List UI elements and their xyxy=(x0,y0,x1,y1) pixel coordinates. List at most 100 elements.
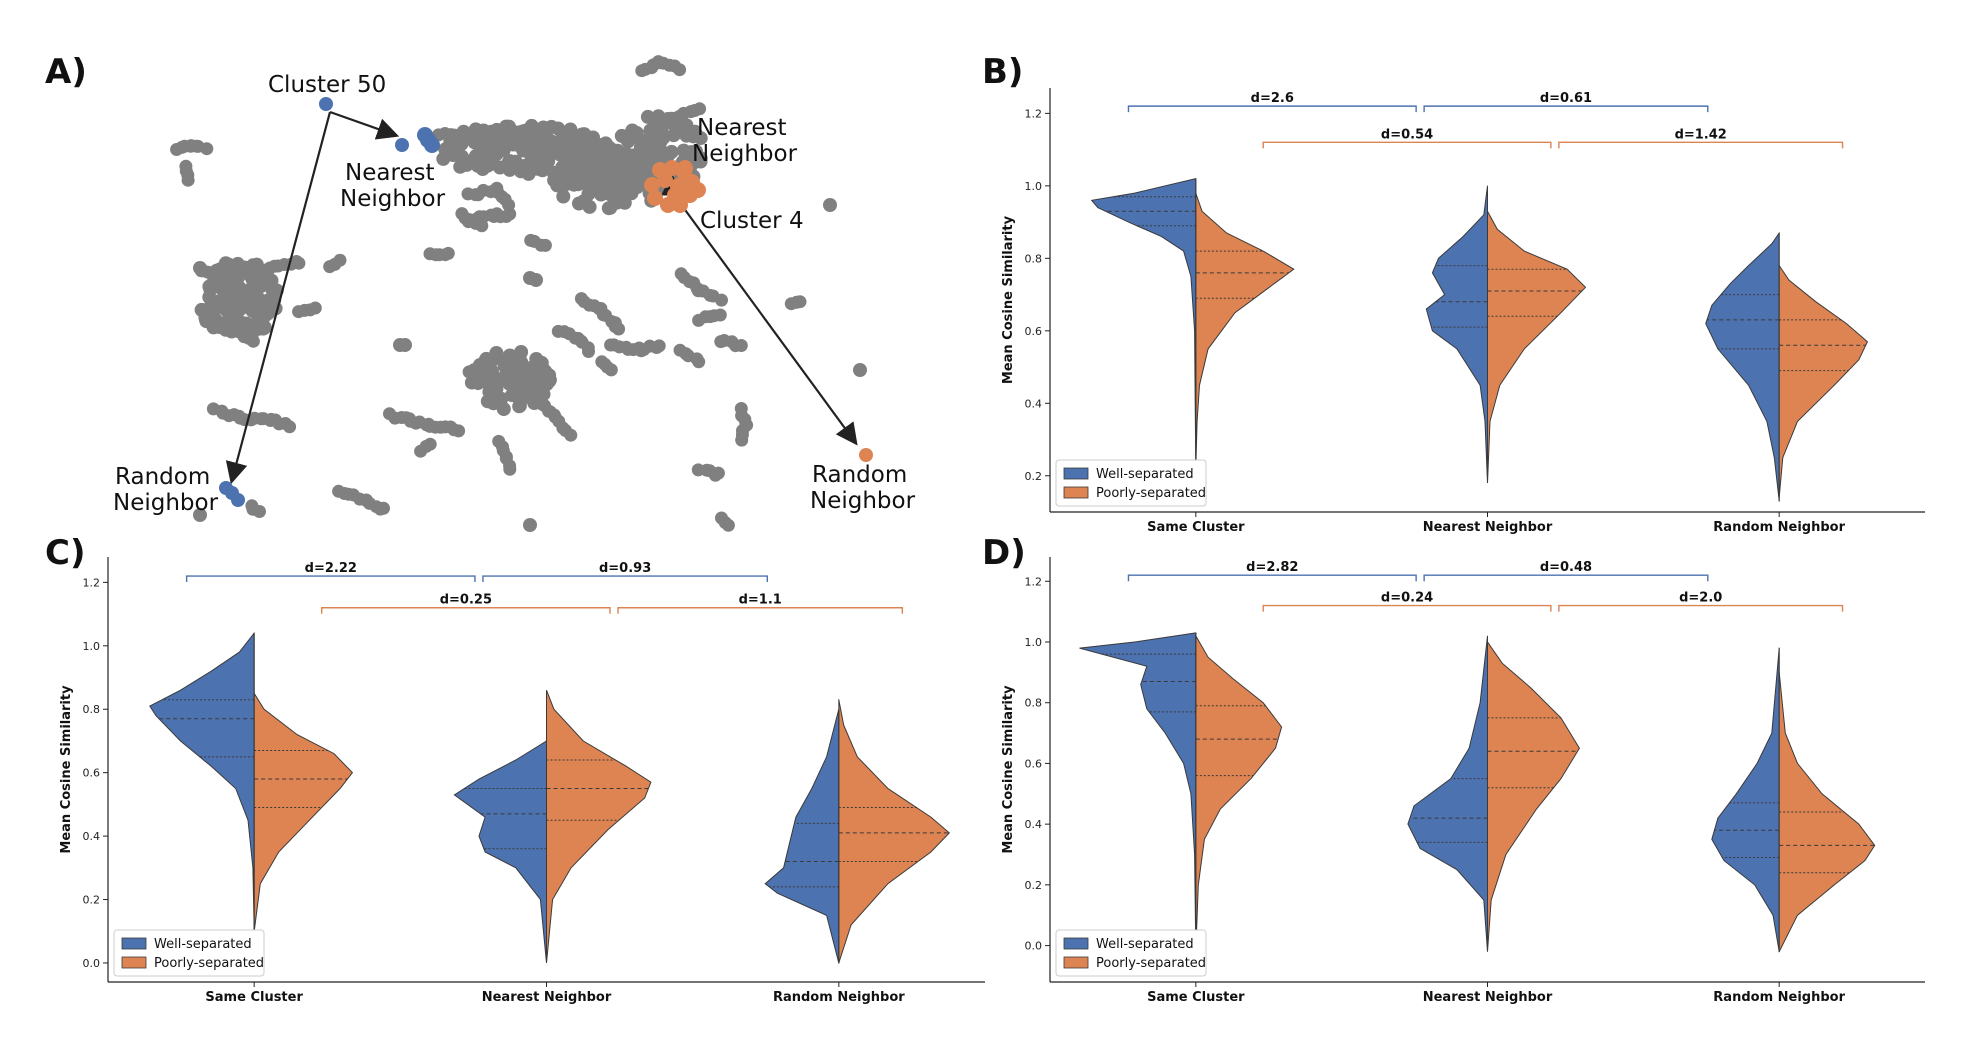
nearest-neighbor-point xyxy=(395,138,409,152)
legend: Well-separated Poorly-separated xyxy=(1055,929,1207,977)
legend-swatch-well xyxy=(121,937,147,950)
label-nearest-left-1: Nearest xyxy=(345,160,435,186)
arrow-cluster4-random xyxy=(671,191,858,446)
effect-size-label: d=2.6 xyxy=(1251,91,1294,106)
background-point xyxy=(423,437,437,451)
violin-poor-1 xyxy=(1487,640,1580,952)
x-tick-label: Nearest Neighbor xyxy=(482,990,612,1005)
background-point xyxy=(502,162,517,177)
panel-d-label: D) xyxy=(982,533,1026,573)
background-point xyxy=(601,201,616,216)
background-point xyxy=(604,363,618,377)
panel-c-label: C) xyxy=(45,533,86,573)
y-tick-label: 0.0 xyxy=(83,957,101,970)
arrow-cluster50-nearest xyxy=(329,110,400,140)
effect-size-label: d=2.22 xyxy=(305,561,357,576)
background-point xyxy=(526,121,541,136)
background-point xyxy=(521,166,536,181)
background-point xyxy=(253,505,266,518)
violin-well-0 xyxy=(149,632,256,932)
comparison-bracket xyxy=(1558,604,1844,612)
x-tick-label: Nearest Neighbor xyxy=(1423,990,1553,1005)
y-tick-label: 0.8 xyxy=(83,703,101,716)
background-point xyxy=(734,339,748,352)
background-point xyxy=(471,376,486,391)
comparison-bracket xyxy=(617,607,904,614)
violin-well-1 xyxy=(453,740,547,964)
background-point xyxy=(581,187,596,201)
legend-swatch-poor xyxy=(1063,956,1089,969)
background-point xyxy=(645,137,660,152)
background-point xyxy=(556,189,571,204)
effect-size-label: d=1.1 xyxy=(739,593,782,608)
effect-size-label: d=1.42 xyxy=(1675,127,1727,142)
background-point xyxy=(686,147,701,162)
violin-well-2 xyxy=(1711,647,1780,953)
background-point xyxy=(200,142,214,156)
background-point xyxy=(220,296,235,311)
legend-frame xyxy=(1055,459,1207,507)
comparison-bracket xyxy=(1262,141,1552,149)
background-point xyxy=(489,146,504,161)
background-point xyxy=(735,433,749,447)
legend-entry: Poorly-separated xyxy=(1096,956,1206,971)
y-axis-label: Mean Cosine Similarity xyxy=(1001,215,1016,384)
comparison-bracket xyxy=(185,575,476,583)
violin-chart-c: 0.0 0.2 0.4 0.6 0.8 1.0 1.2 Mean Cosine Similar… xyxy=(59,557,985,1005)
background-point xyxy=(246,334,260,348)
background-point xyxy=(594,187,609,202)
background-point xyxy=(715,293,728,307)
background-point xyxy=(256,309,271,324)
label-nearest-right-2: Neighbor xyxy=(692,141,798,167)
random-neighbor-point xyxy=(859,448,873,462)
background-point xyxy=(509,361,524,375)
y-tick-label: 0.6 xyxy=(83,767,101,780)
cluster-4-point xyxy=(647,190,663,206)
background-point xyxy=(221,319,236,334)
x-tick-label: Nearest Neighbor xyxy=(1423,520,1553,535)
violin-chart-d: 0.0 0.2 0.4 0.6 0.8 1.0 1.2 Mean Cosine Similar… xyxy=(1001,557,1925,1005)
cluster-scatter-plot: Cluster 50 Nearest Neighbor Nearest Neig… xyxy=(113,55,916,532)
cluster-4-point xyxy=(657,172,673,188)
background-point xyxy=(436,151,451,166)
violin-poor-0 xyxy=(1195,192,1295,469)
background-point xyxy=(652,339,666,353)
background-point xyxy=(612,322,626,336)
effect-size-label: d=0.61 xyxy=(1540,91,1592,106)
background-point xyxy=(621,157,636,172)
comparison-bracket xyxy=(320,607,611,614)
y-tick-label: 0.6 xyxy=(1025,325,1043,338)
comparison-bracket xyxy=(1127,574,1417,582)
cluster-4-point xyxy=(677,160,693,176)
background-point xyxy=(454,149,469,164)
label-cluster-50: Cluster 50 xyxy=(268,72,386,98)
label-cluster-4: Cluster 4 xyxy=(700,208,804,234)
background-point xyxy=(496,402,511,417)
comparison-bracket xyxy=(1423,105,1709,113)
background-point xyxy=(200,314,215,329)
background-point xyxy=(181,173,195,187)
x-tick-label: Random Neighbor xyxy=(1713,520,1845,535)
highlighted-clusters xyxy=(219,97,873,507)
background-point xyxy=(673,63,687,77)
violin-poor-0 xyxy=(1194,635,1283,953)
y-tick-label: 0.4 xyxy=(83,830,101,843)
cluster-50-point xyxy=(319,97,333,111)
y-tick-label: 1.0 xyxy=(83,640,101,653)
effect-size-label: d=0.24 xyxy=(1381,591,1433,606)
panel-b: B) 0.2 0.4 0.6 0.8 1.0 1.2 Mean Cosine Similar… xyxy=(970,0,1969,540)
violin-chart-b: 0.2 0.4 0.6 0.8 1.0 1.2 Mean Cosine Similarity… xyxy=(1001,88,1925,535)
nearest-neighbor-point xyxy=(420,132,436,148)
background-point xyxy=(529,273,543,287)
background-point xyxy=(202,290,217,305)
panel-b-label: B) xyxy=(982,52,1024,92)
background-point xyxy=(721,518,735,532)
background-point xyxy=(194,302,209,317)
background-point xyxy=(793,295,807,309)
y-tick-label: 0.0 xyxy=(1025,940,1043,953)
background-point xyxy=(538,238,552,252)
background-point xyxy=(487,394,502,409)
y-axis-label: Mean Cosine Similarity xyxy=(59,685,74,854)
legend-entry: Well-separated xyxy=(154,937,252,952)
background-point xyxy=(503,462,517,476)
